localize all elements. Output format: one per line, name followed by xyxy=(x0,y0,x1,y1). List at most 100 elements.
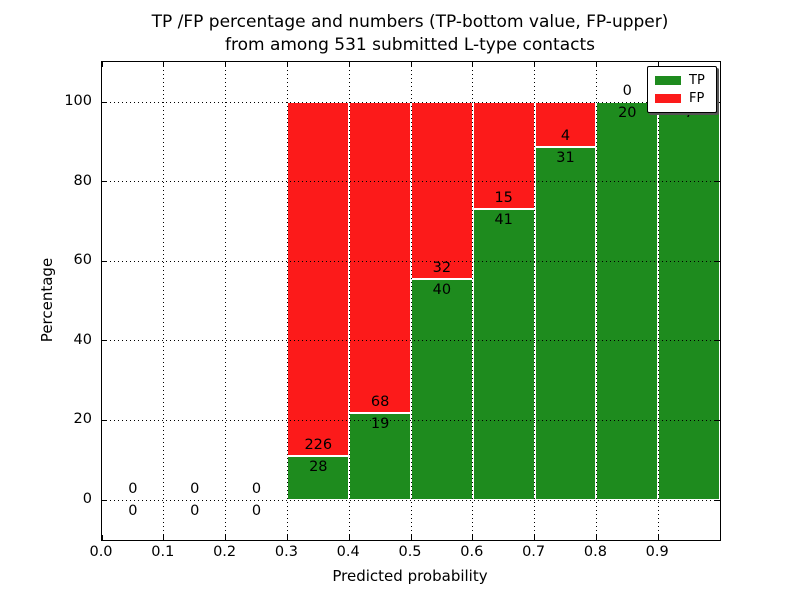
y-tick-mark xyxy=(102,181,107,183)
x-tick-mark xyxy=(595,535,597,540)
x-tick-label: 0.8 xyxy=(583,544,607,560)
y-tick-mark-right xyxy=(715,499,720,501)
bar-value-label-fp: 32 xyxy=(432,259,452,276)
y-tick-mark xyxy=(102,499,107,501)
x-axis-label: Predicted probability xyxy=(332,567,488,585)
y-tick-mark xyxy=(102,101,107,103)
y-gridline xyxy=(102,499,720,501)
x-tick-mark-top xyxy=(472,62,474,67)
bar-value-label-fp: 0 xyxy=(190,481,200,497)
y-gridline xyxy=(102,260,720,262)
x-tick-mark-top xyxy=(163,62,165,67)
bar-value-label-fp: 0 xyxy=(128,481,138,497)
bar-value-label-tp: 28 xyxy=(309,459,328,476)
x-tick-mark-top xyxy=(595,62,597,67)
bar-segment-tp xyxy=(596,102,659,500)
x-tick-mark xyxy=(163,535,165,540)
x-gridline xyxy=(595,62,597,540)
bar-value-label-tp: 0 xyxy=(251,503,262,519)
bar-value-label-fp: 0 xyxy=(622,83,632,99)
y-tick-mark-right xyxy=(715,260,720,262)
y-gridline xyxy=(102,419,720,421)
y-tick-label: 100 xyxy=(64,93,92,109)
x-gridline xyxy=(657,62,659,540)
bar-value-label-fp: 68 xyxy=(370,394,390,411)
x-tick-mark xyxy=(410,535,412,540)
y-tick-mark-right xyxy=(715,181,720,183)
legend-item-fp: FP xyxy=(655,91,709,106)
legend-item-label: FP xyxy=(689,91,705,106)
chart-title-line2: from among 531 submitted L-type contacts xyxy=(224,35,595,55)
legend: TP FP xyxy=(647,66,717,113)
y-tick-label: 40 xyxy=(73,331,92,348)
chart-title: TP /FP percentage and numbers (TP-bottom… xyxy=(101,11,719,57)
x-gridline xyxy=(410,62,412,540)
bar-segment-fp xyxy=(411,102,473,279)
y-tick-label: 0 xyxy=(82,491,92,507)
y-tick-mark-right xyxy=(715,101,720,103)
plot-area: 0000002262868193240154143102007 xyxy=(101,61,721,541)
x-gridline xyxy=(286,62,288,540)
x-tick-mark xyxy=(534,535,536,540)
bar-value-label-tp: 0 xyxy=(128,503,138,519)
x-gridline xyxy=(348,62,350,540)
bar-value-label-tp: 0 xyxy=(190,503,200,519)
x-tick-label: 0.2 xyxy=(213,544,237,560)
bar-segment-tp xyxy=(534,147,597,500)
bar-segment-tp xyxy=(349,413,411,500)
x-tick-label: 0.1 xyxy=(151,544,175,560)
y-tick-mark-right xyxy=(715,419,720,421)
x-tick-mark xyxy=(225,535,227,540)
x-tick-label: 0.6 xyxy=(460,544,484,560)
fp-swatch-icon xyxy=(655,94,681,103)
y-tick-mark xyxy=(102,340,107,342)
x-tick-mark-top xyxy=(348,62,350,67)
bar-value-label-tp: 7 xyxy=(684,105,694,121)
bar-value-label-fp: 0 xyxy=(251,481,262,497)
bar-value-label-tp: 19 xyxy=(370,416,390,433)
bar-segment-fp xyxy=(287,102,350,457)
x-tick-label: 0.0 xyxy=(89,544,113,560)
bar-value-label-tp: 31 xyxy=(556,150,575,167)
bar-value-label-tp: 40 xyxy=(432,281,452,298)
x-tick-mark-top xyxy=(286,62,288,67)
y-tick-label: 80 xyxy=(73,172,92,189)
y-tick-mark xyxy=(102,419,107,421)
x-tick-mark xyxy=(348,535,350,540)
y-tick-mark-right xyxy=(715,340,720,342)
x-tick-mark-top xyxy=(410,62,412,67)
x-tick-mark-top xyxy=(225,62,227,67)
x-tick-label: 0.7 xyxy=(522,544,546,560)
x-gridline xyxy=(534,62,536,540)
x-tick-label: 0.9 xyxy=(645,544,669,560)
bar-value-label-fp: 226 xyxy=(304,437,333,454)
x-gridline xyxy=(163,62,165,540)
legend-item-label: TP xyxy=(689,73,705,88)
chart-title-line1: TP /FP percentage and numbers (TP-bottom… xyxy=(151,12,669,32)
x-tick-mark xyxy=(101,535,103,540)
x-gridline xyxy=(472,62,474,540)
y-gridline xyxy=(102,340,720,342)
x-tick-mark-top xyxy=(534,62,536,67)
x-tick-mark-top xyxy=(101,62,103,67)
x-tick-label: 0.5 xyxy=(398,544,422,560)
y-gridline xyxy=(102,181,720,183)
y-tick-label: 20 xyxy=(73,411,92,428)
x-tick-mark xyxy=(657,535,659,540)
y-axis-label: Percentage xyxy=(38,257,56,343)
bar-value-label-tp: 41 xyxy=(494,211,513,228)
legend-item-tp: TP xyxy=(655,73,709,88)
tp-swatch-icon xyxy=(655,76,681,85)
y-tick-label: 60 xyxy=(73,252,92,269)
bar-value-label-fp: 15 xyxy=(494,189,513,206)
y-tick-mark xyxy=(102,260,107,262)
x-tick-label: 0.4 xyxy=(336,544,360,560)
bar-segment-tp xyxy=(472,208,535,500)
x-tick-label: 0.3 xyxy=(274,544,298,560)
x-gridline xyxy=(225,62,227,540)
x-tick-mark-top xyxy=(657,62,659,67)
x-tick-mark xyxy=(286,535,288,540)
y-gridline xyxy=(102,101,720,103)
bar-value-label-fp: 4 xyxy=(560,128,571,145)
